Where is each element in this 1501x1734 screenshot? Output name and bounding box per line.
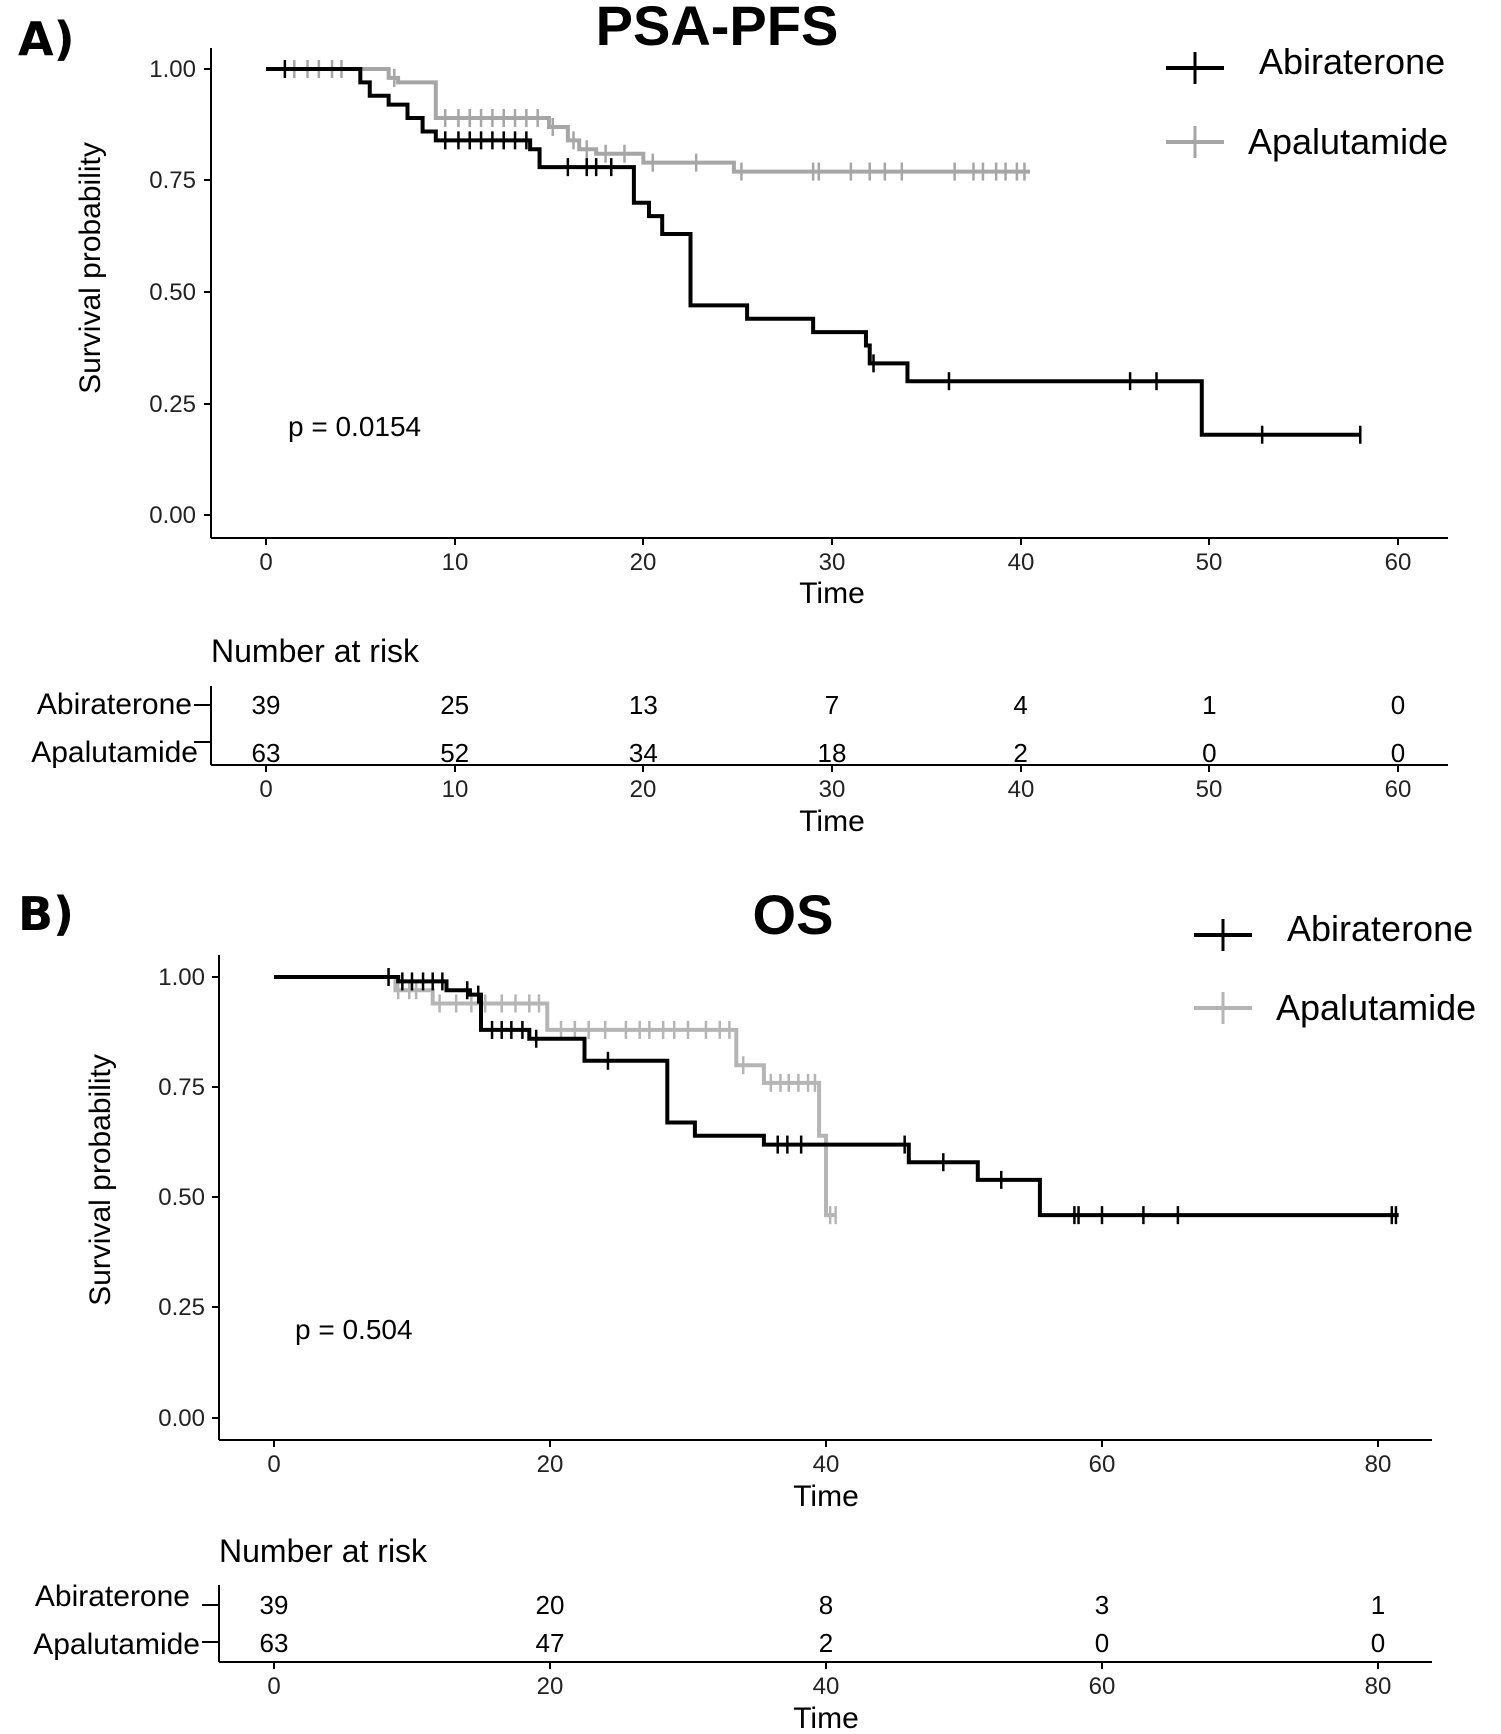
y-tick-label: 0.75 bbox=[158, 1074, 205, 1101]
panel-a-x-ticks: 0 10 20 30 40 50 60 bbox=[259, 538, 1411, 576]
risk-count-apalutamide: 0 bbox=[1095, 1628, 1109, 1658]
risk-count-apalutamide: 0 bbox=[1202, 738, 1216, 768]
risk-x-tick-label: 40 bbox=[1008, 776, 1035, 803]
panel-a-legend: Abiraterone Apalutamide bbox=[1166, 41, 1448, 162]
x-tick-label: 40 bbox=[1008, 549, 1035, 576]
risk-x-tick-label: 80 bbox=[1365, 1673, 1392, 1700]
y-tick-label: 0.50 bbox=[149, 279, 196, 306]
risk-x-tick-label: 60 bbox=[1385, 776, 1412, 803]
panel-a: A) PSA-PFS Abiraterone Apalutamide 1.00 … bbox=[18, 0, 1448, 838]
panel-b-x-label: Time bbox=[793, 1480, 859, 1513]
risk-table-title: Number at risk bbox=[219, 1533, 428, 1569]
panel-b-y-ticks: 1.00 0.75 0.50 0.25 0.00 bbox=[158, 964, 219, 1432]
risk-table-numbers: 39 25 13 7 4 1 0 63 52 34 18 2 0 0 bbox=[252, 690, 1406, 768]
y-tick-label: 0.00 bbox=[149, 502, 196, 529]
risk-count-abiraterone: 13 bbox=[629, 690, 658, 720]
survival-curve-apalutamide bbox=[274, 975, 836, 1218]
risk-table-x-label: Time bbox=[793, 1702, 859, 1734]
risk-x-tick-label: 0 bbox=[267, 1673, 280, 1700]
risk-x-tick-label: 20 bbox=[630, 776, 657, 803]
risk-count-abiraterone: 3 bbox=[1095, 1590, 1109, 1620]
risk-count-apalutamide: 63 bbox=[252, 738, 281, 768]
x-tick-label: 10 bbox=[442, 549, 469, 576]
risk-count-abiraterone: 20 bbox=[536, 1590, 565, 1620]
x-tick-label: 40 bbox=[813, 1451, 840, 1478]
panel-a-risk-table: Number at risk Abiraterone Apalutamide 3… bbox=[31, 633, 1448, 838]
risk-count-abiraterone: 25 bbox=[440, 690, 469, 720]
panel-b: B) OS Abiraterone Apalutamide 1.00 0.75 … bbox=[18, 883, 1476, 1734]
y-tick-label: 0.25 bbox=[149, 391, 196, 418]
risk-x-tick-label: 10 bbox=[442, 776, 469, 803]
risk-count-apalutamide: 2 bbox=[819, 1628, 833, 1658]
risk-count-abiraterone: 1 bbox=[1202, 690, 1216, 720]
risk-count-abiraterone: 39 bbox=[260, 1590, 289, 1620]
legend-abiraterone-label: Abiraterone bbox=[1259, 41, 1445, 82]
risk-count-abiraterone: 4 bbox=[1013, 690, 1027, 720]
risk-count-abiraterone: 8 bbox=[819, 1590, 833, 1620]
risk-count-abiraterone: 1 bbox=[1371, 1590, 1385, 1620]
panel-a-x-label: Time bbox=[799, 577, 865, 610]
legend-apalutamide-label: Apalutamide bbox=[1248, 121, 1448, 162]
x-tick-label: 60 bbox=[1089, 1451, 1116, 1478]
risk-table-x-label: Time bbox=[799, 805, 865, 838]
risk-row-label-abiraterone: Abiraterone bbox=[35, 1580, 190, 1613]
risk-count-apalutamide: 0 bbox=[1391, 738, 1405, 768]
panel-a-letter: A) bbox=[18, 12, 75, 66]
panel-a-title: PSA-PFS bbox=[596, 0, 839, 57]
panel-a-y-label: Survival probability bbox=[74, 142, 107, 394]
panel-b-risk-table: Number at risk Abiraterone Apalutamide 3… bbox=[33, 1533, 1432, 1734]
panel-a-y-ticks: 1.00 0.75 0.50 0.25 0.00 bbox=[149, 56, 211, 529]
legend-apalutamide-label: Apalutamide bbox=[1276, 987, 1476, 1028]
risk-x-tick-label: 60 bbox=[1089, 1673, 1116, 1700]
risk-count-apalutamide: 47 bbox=[536, 1628, 565, 1658]
panel-b-letter: B) bbox=[18, 887, 74, 941]
panel-b-legend: Abiraterone Apalutamide bbox=[1194, 908, 1476, 1028]
risk-x-tick-label: 30 bbox=[819, 776, 846, 803]
risk-count-apalutamide: 0 bbox=[1371, 1628, 1385, 1658]
risk-x-tick-label: 20 bbox=[537, 1673, 564, 1700]
panel-a-plot-area bbox=[266, 60, 1362, 444]
risk-count-abiraterone: 39 bbox=[252, 690, 281, 720]
x-tick-label: 0 bbox=[259, 549, 272, 576]
risk-x-tick-label: 40 bbox=[813, 1673, 840, 1700]
x-tick-label: 0 bbox=[267, 1451, 280, 1478]
risk-row-label-apalutamide: Apalutamide bbox=[33, 1628, 200, 1661]
survival-curve-abiraterone bbox=[274, 975, 1399, 1218]
x-tick-label: 80 bbox=[1365, 1451, 1392, 1478]
risk-count-apalutamide: 34 bbox=[629, 738, 658, 768]
y-tick-label: 0.00 bbox=[158, 1405, 205, 1432]
panel-a-p-value: p = 0.0154 bbox=[288, 411, 421, 442]
x-tick-label: 50 bbox=[1196, 549, 1223, 576]
survival-curve-apalutamide bbox=[266, 67, 1031, 174]
panel-b-plot-area bbox=[274, 968, 1399, 1225]
panel-b-y-label: Survival probability bbox=[84, 1054, 117, 1306]
risk-count-apalutamide: 2 bbox=[1013, 738, 1027, 768]
x-tick-label: 20 bbox=[630, 549, 657, 576]
risk-count-apalutamide: 52 bbox=[440, 738, 469, 768]
risk-count-abiraterone: 7 bbox=[825, 690, 839, 720]
y-tick-label: 1.00 bbox=[158, 964, 205, 991]
x-tick-label: 60 bbox=[1385, 549, 1412, 576]
risk-count-apalutamide: 63 bbox=[260, 1628, 289, 1658]
legend-abiraterone-label: Abiraterone bbox=[1287, 908, 1473, 949]
panel-b-p-value: p = 0.504 bbox=[295, 1314, 413, 1345]
risk-table-title: Number at risk bbox=[211, 633, 420, 669]
risk-row-label-abiraterone: Abiraterone bbox=[37, 688, 192, 721]
panel-b-x-ticks: 0 20 40 60 80 bbox=[267, 1440, 1391, 1478]
risk-row-label-apalutamide: Apalutamide bbox=[31, 736, 198, 769]
risk-count-apalutamide: 18 bbox=[818, 738, 847, 768]
risk-x-tick-label: 0 bbox=[259, 776, 272, 803]
panel-b-title: OS bbox=[753, 883, 834, 946]
x-tick-label: 30 bbox=[819, 549, 846, 576]
y-tick-label: 1.00 bbox=[149, 56, 196, 83]
risk-x-tick-label: 50 bbox=[1196, 776, 1223, 803]
y-tick-label: 0.75 bbox=[149, 167, 196, 194]
y-tick-label: 0.50 bbox=[158, 1184, 205, 1211]
survival-curve-abiraterone bbox=[266, 67, 1361, 437]
y-tick-label: 0.25 bbox=[158, 1294, 205, 1321]
risk-count-abiraterone: 0 bbox=[1391, 690, 1405, 720]
risk-table-numbers: 39 20 8 3 163 47 2 0 0 bbox=[260, 1590, 1386, 1658]
x-tick-label: 20 bbox=[537, 1451, 564, 1478]
